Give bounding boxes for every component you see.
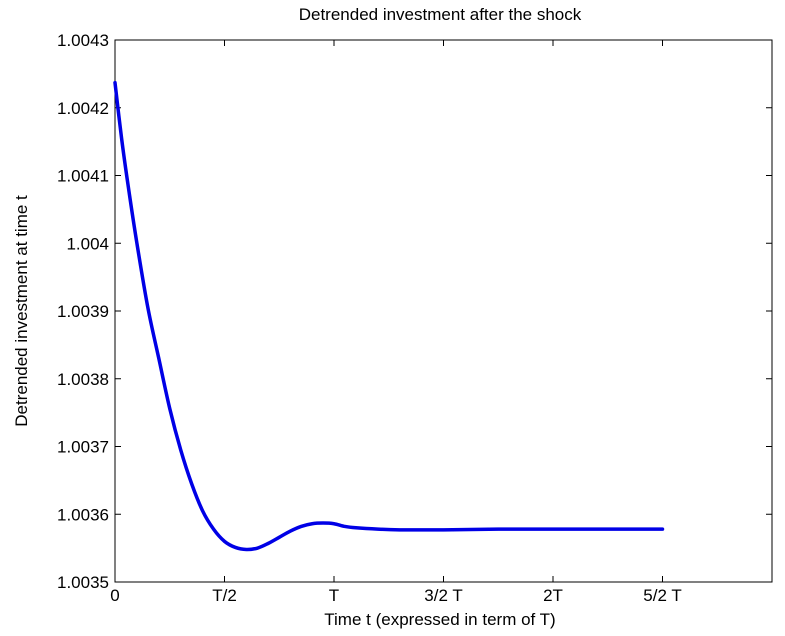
y-tick-label: 1.0035 (57, 573, 109, 592)
y-tick-label: 1.0043 (57, 31, 109, 50)
y-tick-label: 1.0042 (57, 99, 109, 118)
x-tick-label: T/2 (212, 586, 237, 605)
y-tick-label: 1.0037 (57, 438, 109, 457)
chart-title: Detrended investment after the shock (299, 5, 582, 24)
y-tick-label: 1.0039 (57, 302, 109, 321)
series-layer (113, 80, 665, 552)
y-tick-label: 1.0041 (57, 167, 109, 186)
y-tick-label: 1.0036 (57, 505, 109, 524)
x-tick-label: 0 (110, 586, 119, 605)
x-tick-label: 5/2 T (643, 586, 681, 605)
x-tick-label: 3/2 T (424, 586, 462, 605)
x-tick-label: T (329, 586, 339, 605)
y-axis-ticks: 1.0035 1.0036 1.0037 1.0038 1.0039 1.004 1.004… (57, 31, 772, 592)
y-tick-label: 1.004 (66, 234, 109, 253)
x-axis-ticks: 0 T/2 T 3/2 T 2T 5/2 T (110, 40, 682, 605)
x-axis-label: Time t (expressed in term of T) (324, 610, 555, 629)
y-axis-label: Detrended investment at time t (12, 195, 31, 427)
plot-area (114, 39, 773, 583)
y-tick-label: 1.0038 (57, 370, 109, 389)
plot-frame (114, 39, 773, 583)
series-line (113, 80, 665, 552)
x-tick-label: 2T (543, 586, 563, 605)
